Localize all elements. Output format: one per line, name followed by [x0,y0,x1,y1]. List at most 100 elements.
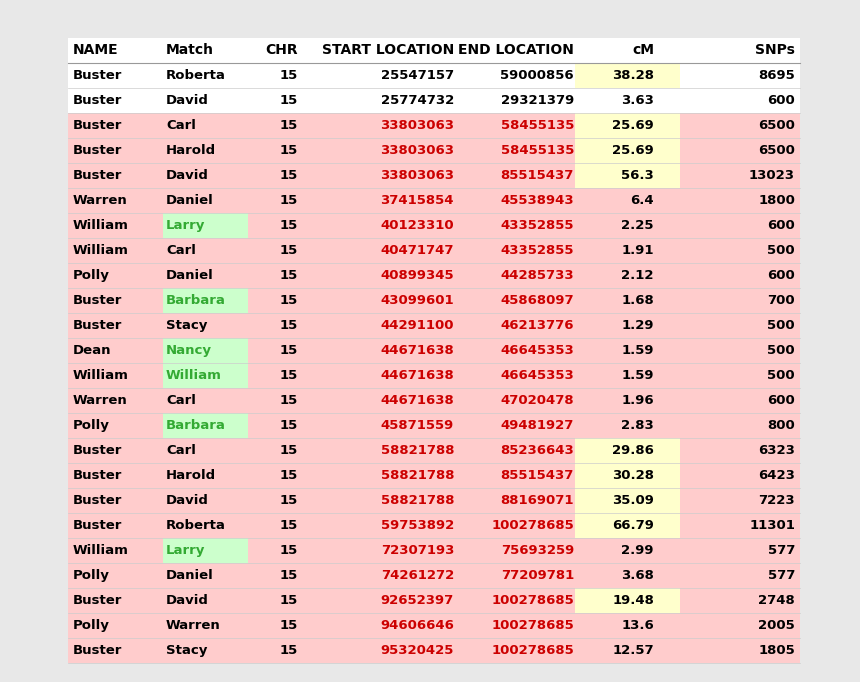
Bar [575,438,680,463]
Bar [68,163,800,188]
Text: 15: 15 [280,644,298,657]
Text: 100278685: 100278685 [491,644,574,657]
Bar [68,88,800,113]
Text: cM: cM [632,44,654,57]
Text: 25547157: 25547157 [381,69,454,82]
Bar [68,113,800,138]
Text: Warren: Warren [73,194,128,207]
Bar [68,488,800,513]
Text: 85515437: 85515437 [501,469,574,482]
Text: 58821788: 58821788 [380,469,454,482]
Text: 500: 500 [767,344,795,357]
Text: Daniel: Daniel [166,194,214,207]
Text: 577: 577 [768,544,795,557]
Text: 74261272: 74261272 [381,569,454,582]
Text: 15: 15 [280,194,298,207]
Text: 2.25: 2.25 [622,219,654,232]
Bar [68,463,800,488]
Text: 700: 700 [767,294,795,307]
Text: 1.29: 1.29 [622,319,654,332]
Bar [575,163,680,188]
Bar [68,188,800,213]
Text: William: William [73,544,129,557]
Text: 33803063: 33803063 [380,169,454,182]
Text: 1805: 1805 [759,644,795,657]
Text: 15: 15 [280,569,298,582]
Text: 75693259: 75693259 [501,544,574,557]
Text: 33803063: 33803063 [380,119,454,132]
Text: 49481927: 49481927 [501,419,574,432]
Text: Carl: Carl [166,444,196,457]
Bar [68,263,800,288]
Text: 59753892: 59753892 [381,519,454,532]
Text: 58821788: 58821788 [380,494,454,507]
Text: SNPs: SNPs [755,44,795,57]
Bar [163,538,248,563]
Text: 77209781: 77209781 [501,569,574,582]
Text: Daniel: Daniel [166,269,214,282]
Text: Buster: Buster [73,294,122,307]
Text: 46645353: 46645353 [501,344,574,357]
Bar [68,563,800,588]
Text: 95320425: 95320425 [381,644,454,657]
Text: 600: 600 [767,219,795,232]
Text: 15: 15 [280,94,298,107]
Bar [68,363,800,388]
Bar [68,138,800,163]
Text: 38.28: 38.28 [612,69,654,82]
Bar [575,138,680,163]
Text: 88169071: 88169071 [501,494,574,507]
Text: 3.63: 3.63 [621,94,654,107]
Text: 15: 15 [280,394,298,407]
Text: Buster: Buster [73,494,122,507]
Bar [68,538,800,563]
Text: Polly: Polly [73,269,110,282]
Text: 19.48: 19.48 [612,594,654,607]
Bar [68,388,800,413]
Text: 15: 15 [280,244,298,257]
Text: Buster: Buster [73,94,122,107]
Text: 1800: 1800 [759,194,795,207]
Text: 56.3: 56.3 [621,169,654,182]
Text: Carl: Carl [166,244,196,257]
Text: 8695: 8695 [759,69,795,82]
Text: 58455135: 58455135 [501,119,574,132]
Text: CHR: CHR [266,44,298,57]
Text: 15: 15 [280,219,298,232]
Text: 25.69: 25.69 [612,144,654,157]
Text: 44671638: 44671638 [380,344,454,357]
Text: 1.59: 1.59 [622,369,654,382]
Text: 800: 800 [767,419,795,432]
Bar [68,638,800,663]
Text: Harold: Harold [166,469,216,482]
Text: David: David [166,594,209,607]
Text: Buster: Buster [73,69,122,82]
Bar [575,63,680,88]
Bar [68,338,800,363]
Text: 94606646: 94606646 [380,619,454,632]
Bar [575,113,680,138]
Text: 44671638: 44671638 [380,394,454,407]
Text: 2.12: 2.12 [622,269,654,282]
Text: 500: 500 [767,244,795,257]
Text: 15: 15 [280,269,298,282]
Text: William: William [73,219,129,232]
Text: 6500: 6500 [759,144,795,157]
Text: Buster: Buster [73,169,122,182]
Text: Polly: Polly [73,569,110,582]
Text: 30.28: 30.28 [612,469,654,482]
Text: 33803063: 33803063 [380,144,454,157]
Text: Carl: Carl [166,119,196,132]
Text: 25774732: 25774732 [381,94,454,107]
Text: 2.83: 2.83 [621,419,654,432]
Text: Warren: Warren [73,394,128,407]
Text: Barbara: Barbara [166,419,226,432]
Text: 15: 15 [280,419,298,432]
Text: 15: 15 [280,69,298,82]
Text: 46645353: 46645353 [501,369,574,382]
Bar [163,213,248,238]
Text: 15: 15 [280,469,298,482]
Text: 43352855: 43352855 [501,219,574,232]
Text: 85515437: 85515437 [501,169,574,182]
Text: 72307193: 72307193 [381,544,454,557]
